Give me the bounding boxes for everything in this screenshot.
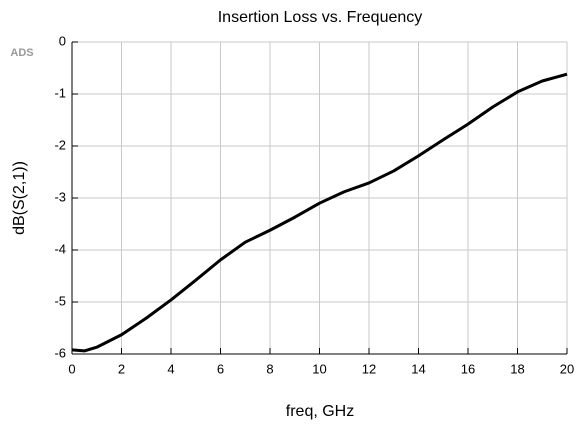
x-tick-label: 16	[461, 361, 475, 376]
x-tick-label: 12	[362, 361, 376, 376]
y-tick-label: -2	[54, 137, 66, 152]
y-axis-label: dB(S(2,1))	[11, 161, 28, 235]
x-tick-label: 6	[217, 361, 224, 376]
x-axis-label: freq, GHz	[286, 403, 354, 420]
x-tick-label: 20	[560, 361, 574, 376]
y-tick-label: -5	[54, 293, 66, 308]
x-tick-label: 4	[167, 361, 174, 376]
y-tick-label: -4	[54, 241, 66, 256]
y-tick-label: -1	[54, 85, 66, 100]
x-tick-label: 18	[510, 361, 524, 376]
x-tick-label: 8	[266, 361, 273, 376]
x-tick-label: 14	[411, 361, 425, 376]
x-tick-label: 10	[312, 361, 326, 376]
y-tick-label: -3	[54, 189, 66, 204]
logo: ADS	[10, 47, 33, 59]
y-tick-label: -6	[54, 345, 66, 360]
y-tick-label: 0	[59, 33, 66, 48]
x-tick-label: 2	[118, 361, 125, 376]
x-tick-label: 0	[68, 361, 75, 376]
data-line	[71, 72, 568, 353]
chart-title: Insertion Loss vs. Frequency	[218, 9, 423, 26]
